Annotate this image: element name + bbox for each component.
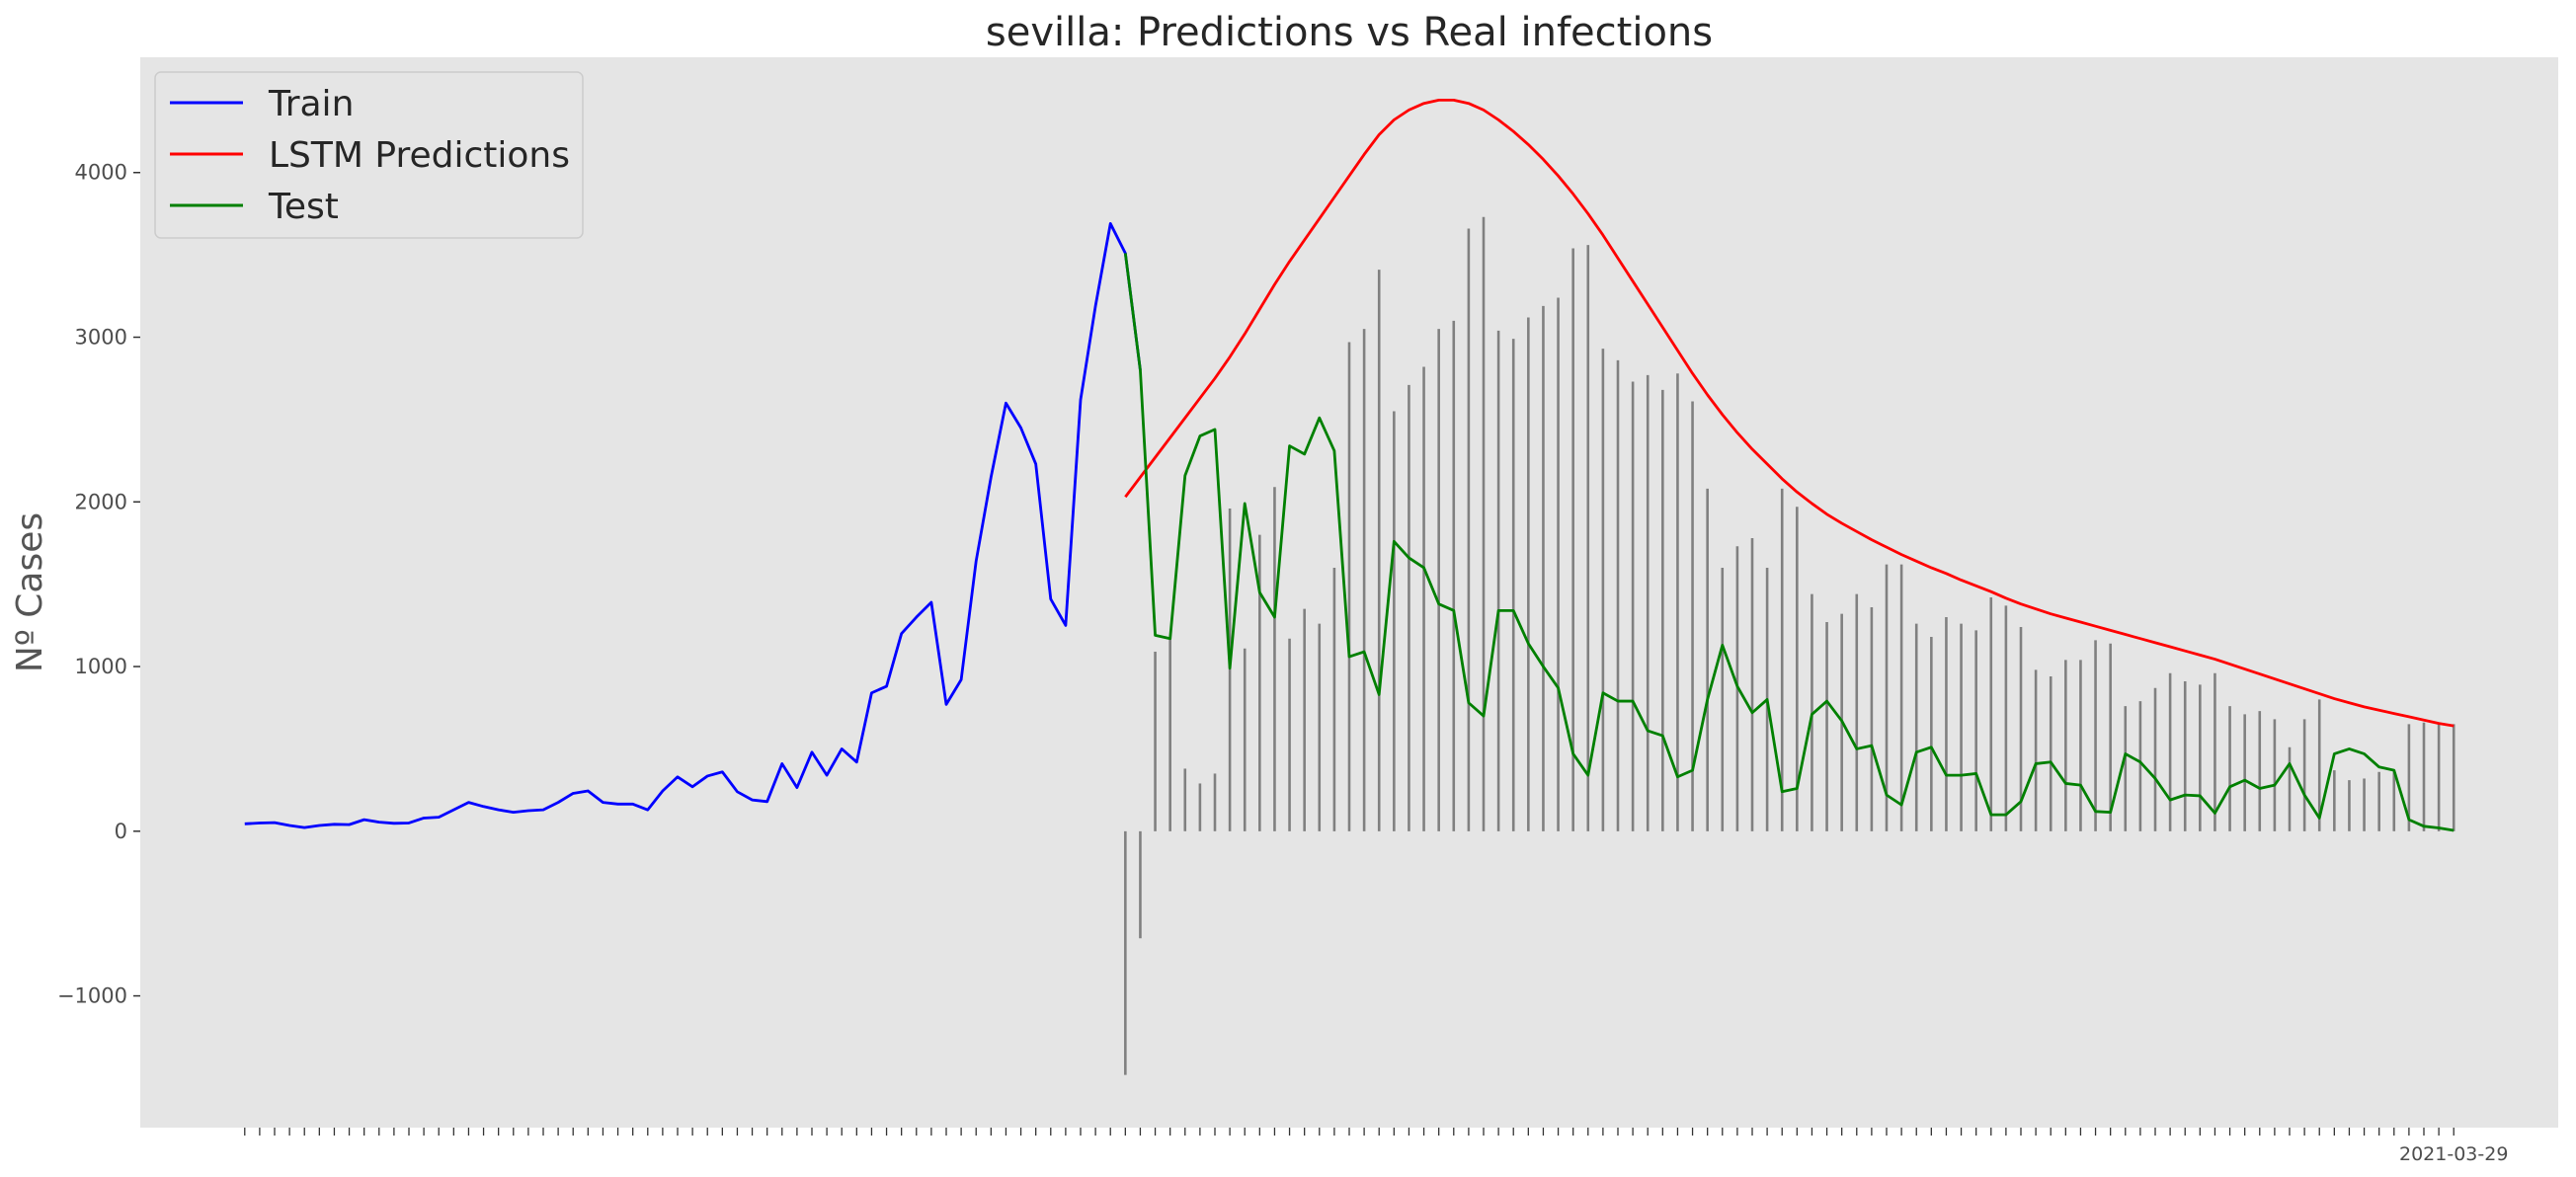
y-axis: −1000 0 1000 2000 3000 4000 [57, 161, 140, 1008]
series-line-lstm-predictions [1124, 98, 2455, 728]
x-axis: 2021-03-29 [244, 1128, 2508, 1165]
series-lines [244, 98, 2455, 832]
x-tick-label: 2021-03-29 [2399, 1143, 2508, 1165]
y-tick-label: 3000 [75, 326, 127, 350]
legend-box [154, 71, 584, 239]
y-tick-label: −1000 [57, 984, 127, 1008]
legend-label: Train [268, 84, 354, 124]
legend: Train LSTM Predictions Test [154, 71, 584, 239]
y-tick-label: 1000 [75, 655, 127, 678]
chart-title: sevilla: Predictions vs Real infections [986, 10, 1713, 55]
legend-label: LSTM Predictions [269, 135, 570, 176]
y-axis-label: Nº Cases [10, 512, 50, 672]
y-tick-label: 0 [115, 820, 127, 843]
series-line-test [1123, 253, 2455, 832]
y-tick-label: 4000 [75, 161, 127, 185]
residual-bars [1124, 216, 2455, 1075]
y-tick-label: 2000 [75, 490, 127, 513]
legend-label: Test [268, 187, 339, 227]
